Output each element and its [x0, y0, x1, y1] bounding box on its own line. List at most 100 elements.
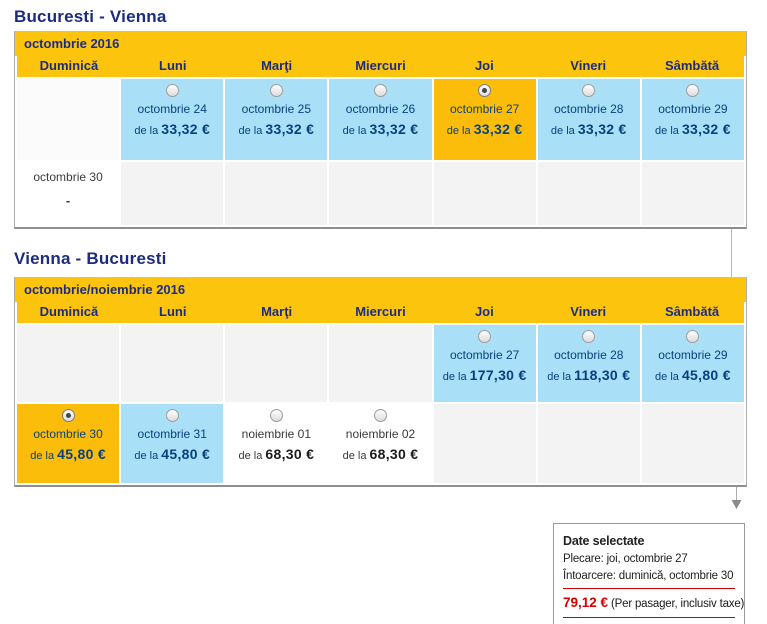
radio-button[interactable]	[373, 84, 387, 97]
fare-cell-selected[interactable]: octombrie 27 de la 33,32 €	[433, 79, 536, 160]
fare-cell[interactable]: octombrie 29 de la 33,32 €	[641, 79, 744, 160]
fare-date: octombrie 29	[658, 102, 728, 116]
empty-cell	[433, 162, 536, 225]
fare-cell[interactable]: octombrie 27 de la 177,30 €	[433, 325, 536, 402]
empty-cell	[121, 325, 224, 402]
radio-button[interactable]	[269, 84, 283, 97]
return-day-header-row: Duminică Luni Marţi Miercuri Joi Vineri …	[17, 302, 744, 323]
summary-title: Date selectate	[563, 534, 645, 548]
return-calendar: octombrie/noiembrie 2016 Duminică Luni M…	[14, 277, 747, 487]
fare-cell[interactable]: octombrie 31 de la 45,80 €	[121, 404, 224, 483]
empty-cell	[537, 404, 640, 483]
fare-date: octombrie 25	[241, 102, 312, 116]
fare-date: noiembrie 02	[345, 427, 416, 441]
radio-button[interactable]	[165, 84, 179, 97]
fare-price: de la 68,30 €	[342, 446, 419, 462]
outbound-calendar: octombrie 2016 Duminică Luni Marţi Mierc…	[14, 31, 747, 229]
radio-button[interactable]	[686, 84, 700, 97]
empty-cell	[329, 325, 432, 402]
fare-price: de la 45,80 €	[134, 446, 211, 462]
day-header-tuesday: Marţi	[261, 58, 293, 73]
fare-date: octombrie 30	[33, 170, 103, 184]
fare-cell[interactable]: octombrie 28 de la 118,30 €	[537, 325, 640, 402]
fare-price: de la 33,32 €	[238, 121, 315, 137]
fare-cell[interactable]: octombrie 26 de la 33,32 €	[329, 79, 432, 160]
radio-button-checked[interactable]	[61, 409, 75, 422]
fare-price: de la 68,30 €	[238, 446, 315, 462]
return-calendar-grid: octombrie 27 de la 177,30 € octombrie 28…	[15, 323, 746, 485]
fare-cell[interactable]: octombrie 28 de la 33,32 €	[537, 79, 640, 160]
fare-date: octombrie 31	[137, 427, 207, 441]
day-header-thursday: Joi	[474, 304, 494, 319]
fare-price: de la 45,80 €	[655, 367, 731, 383]
day-header-saturday: Sâmbătă	[664, 58, 720, 73]
no-fare-dash: -	[65, 193, 71, 208]
day-header-wednesday: Miercuri	[355, 58, 406, 73]
fare-cell[interactable]: noiembrie 02 de la 68,30 €	[329, 404, 432, 483]
empty-cell	[121, 162, 224, 225]
radio-button[interactable]	[165, 409, 179, 422]
selected-dates-panel: Date selectate Plecare: joi, octombrie 2…	[553, 523, 745, 624]
fare-cell[interactable]: octombrie 29 de la 45,80 €	[641, 325, 744, 402]
return-month-label: octombrie/noiembrie 2016	[15, 277, 746, 302]
fare-price: de la 45,80 €	[30, 446, 106, 462]
day-header-monday: Luni	[159, 58, 187, 73]
empty-cell	[225, 325, 328, 402]
radio-button[interactable]	[582, 84, 596, 97]
radio-button[interactable]	[582, 330, 596, 343]
fare-date: octombrie 30	[33, 427, 103, 441]
summary-return: Întoarcere: duminică, octombrie 30	[563, 568, 735, 590]
empty-cell	[329, 162, 432, 225]
outbound-month-label: octombrie 2016	[15, 31, 746, 56]
day-header-wednesday: Miercuri	[355, 304, 406, 319]
no-fare-date-cell: octombrie 30 -	[17, 162, 120, 225]
fare-date: octombrie 27	[449, 348, 520, 362]
summary-price-row: 79,12 € (Per pasager, inclusiv taxe)	[563, 589, 744, 619]
fare-cell[interactable]: noiembrie 01 de la 68,30 €	[225, 404, 328, 483]
summary-departure: Plecare: joi, octombrie 27	[563, 553, 688, 566]
day-header-saturday: Sâmbătă	[664, 304, 720, 319]
day-header-sunday: Duminică	[39, 304, 99, 319]
fare-cell[interactable]: octombrie 25 de la 33,32 €	[225, 79, 328, 160]
outbound-calendar-grid: octombrie 24 de la 33,32 € octombrie 25 …	[15, 77, 746, 227]
fare-cell-selected[interactable]: octombrie 30 de la 45,80 €	[17, 404, 120, 483]
outbound-day-header-row: Duminică Luni Marţi Miercuri Joi Vineri …	[17, 56, 744, 77]
fare-price: de la 33,32 €	[655, 121, 731, 137]
fare-price: de la 118,30 €	[547, 367, 631, 383]
day-header-sunday: Duminică	[39, 58, 99, 73]
empty-cell	[225, 162, 328, 225]
radio-button[interactable]	[686, 330, 700, 343]
fare-date: octombrie 28	[554, 348, 624, 362]
fare-date: noiembrie 01	[241, 427, 312, 441]
radio-button-checked[interactable]	[478, 84, 492, 97]
radio-button[interactable]	[478, 330, 492, 343]
fare-date: octombrie 28	[554, 102, 624, 116]
price-note: (Per pasager, inclusiv taxe)	[611, 598, 745, 611]
fare-price: de la 33,32 €	[550, 121, 627, 137]
day-header-friday: Vineri	[570, 58, 607, 73]
radio-button[interactable]	[269, 409, 283, 422]
total-price: 79,12 €	[563, 595, 609, 611]
fare-price: de la 33,32 €	[134, 121, 211, 137]
fare-price: de la 33,32 €	[342, 121, 419, 137]
flow-connector-line	[731, 229, 732, 277]
radio-button[interactable]	[373, 409, 387, 422]
day-header-friday: Vineri	[570, 304, 607, 319]
empty-cell	[537, 162, 640, 225]
empty-cell	[17, 79, 120, 160]
fare-price: de la 33,32 €	[446, 121, 523, 137]
day-header-tuesday: Marţi	[261, 304, 293, 319]
down-arrow-icon	[731, 487, 742, 509]
day-header-thursday: Joi	[474, 58, 494, 73]
empty-cell	[17, 325, 120, 402]
day-header-monday: Luni	[159, 304, 187, 319]
fare-date: octombrie 29	[658, 348, 728, 362]
outbound-route-title: Bucuresti - Vienna	[14, 7, 167, 26]
fare-date: octombrie 26	[345, 102, 416, 116]
empty-cell	[641, 404, 744, 483]
empty-cell	[433, 404, 536, 483]
empty-cell	[641, 162, 744, 225]
fare-cell[interactable]: octombrie 24 de la 33,32 €	[121, 79, 224, 160]
fare-date: octombrie 24	[137, 102, 207, 116]
